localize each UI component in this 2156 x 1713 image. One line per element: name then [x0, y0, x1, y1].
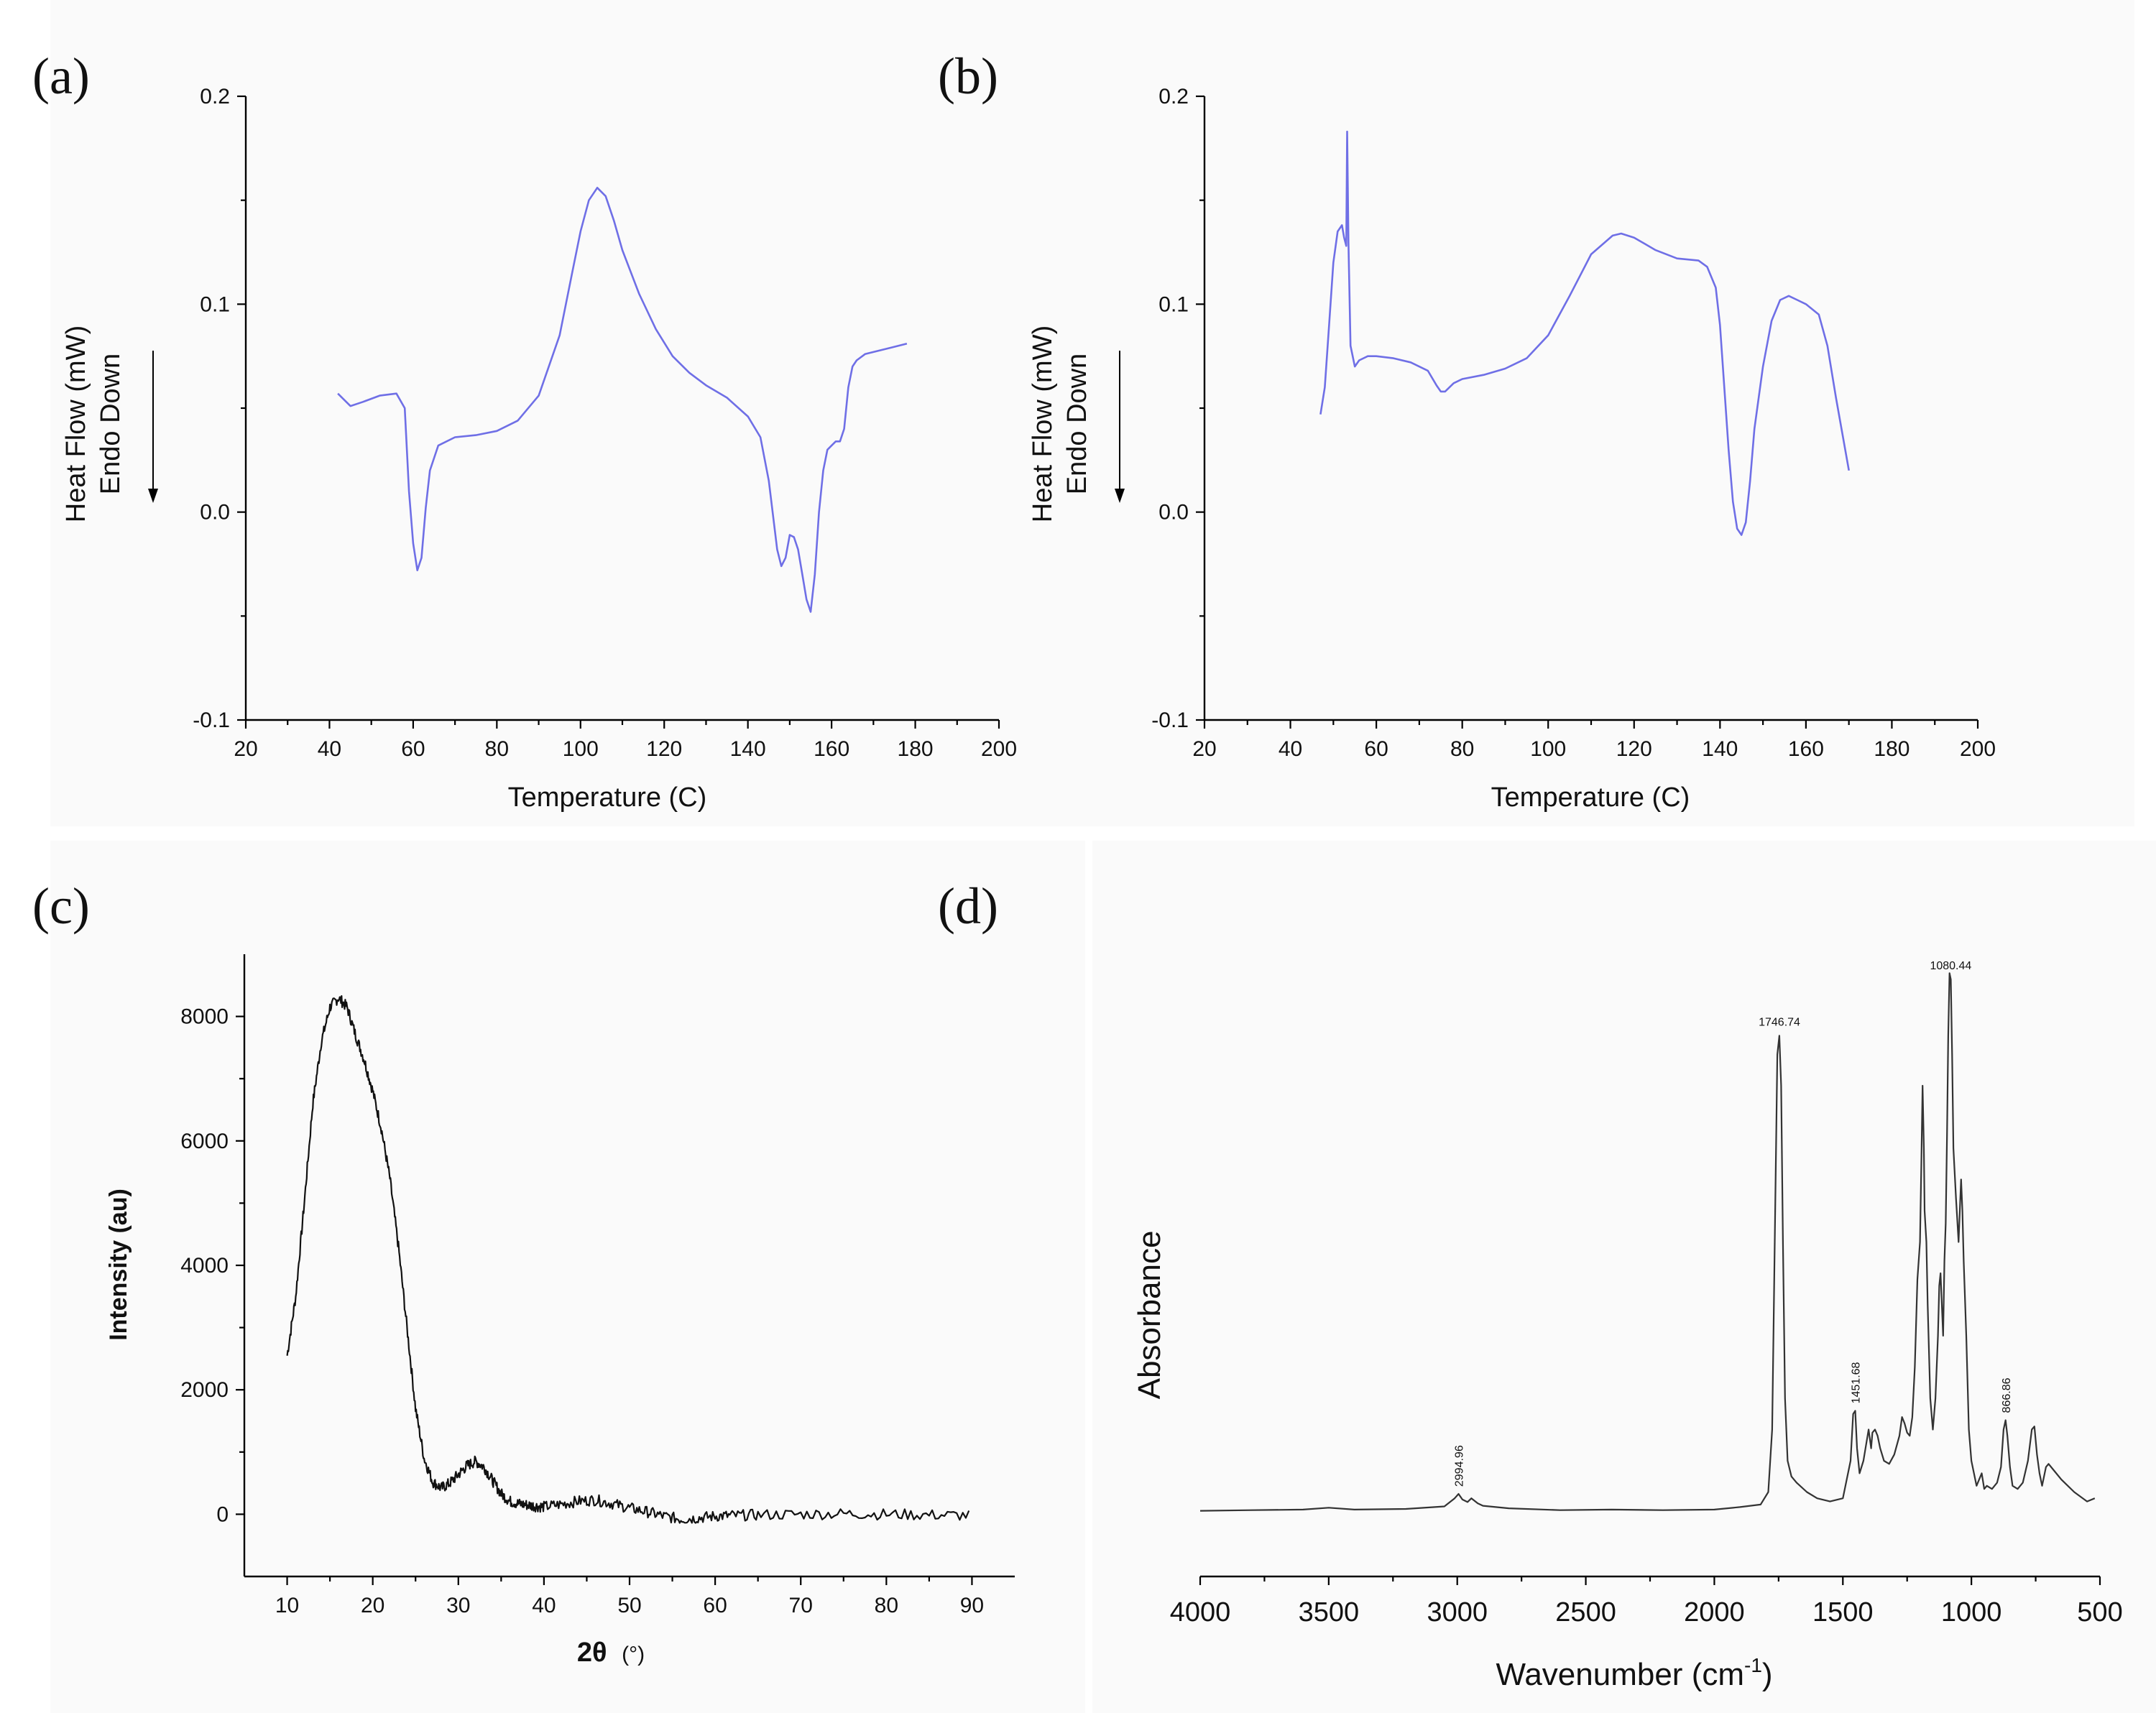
panel-b-x-tick-label-4: 100: [1530, 737, 1566, 761]
panel-b-y-axis-label-1: Heat Flow (mW): [1028, 325, 1058, 522]
panel-c-y-tick-label-2: 4000: [180, 1254, 229, 1278]
panel-c-y-axis-label: Intensity (au): [105, 1188, 132, 1341]
panel-b-background: [941, 0, 2134, 826]
panel-c-x-tick-label-8: 90: [960, 1594, 984, 1617]
panel-b-x-tick-label-6: 140: [1702, 737, 1738, 761]
panel-d-peak-label-3: 1080.44: [1930, 960, 1971, 972]
panel-d-series-line: [1199, 972, 2096, 1512]
panel-b-x-tick-label-7: 160: [1788, 737, 1824, 761]
panel-b-endo-arrow-head: [1115, 489, 1125, 503]
panel-d-x-tick-label-3: 2500: [1555, 1597, 1616, 1627]
panel-b-x-tick-label-2: 60: [1364, 737, 1388, 761]
panel-b-letter: (b): [938, 47, 998, 105]
panel-b-y-axis-label-2: Endo Down: [1062, 354, 1092, 494]
svg-text:2θ (°): 2θ (°): [577, 1638, 645, 1668]
panel-a-y-axis-label-1: Heat Flow (mW): [61, 325, 91, 522]
panel-b-chart: 20 40 60 80 100 120 140 160 180 200 -0.1 0.0 0.1 0.2…: [1028, 85, 1996, 813]
panel-b-y-tick-label-1: 0.0: [1158, 501, 1189, 525]
panel-a-x-tick-label-0: 20: [234, 737, 257, 761]
panel-a-x-tick-label-9: 200: [981, 737, 1017, 761]
panel-c-background: [50, 841, 1085, 1713]
panel-d-x-tick-label-5: 1500: [1812, 1597, 1874, 1627]
panel-a-x-tick-label-8: 180: [898, 737, 934, 761]
panel-c-x-tick-label-7: 80: [875, 1594, 898, 1617]
panel-b-x-axis-label: Temperature (C): [1491, 782, 1690, 813]
panel-c-x-axis-label: 2θ: [577, 1638, 607, 1668]
panel-a-x-tick-label-3: 80: [485, 737, 509, 761]
panel-d-x-axis-label: Wavenumber (cm: [1496, 1657, 1744, 1692]
panel-d-x-tick-label-4: 2000: [1684, 1597, 1745, 1627]
panel-c-letter: (c): [32, 877, 90, 935]
panel-a-series-line: [337, 187, 908, 613]
panel-a-background: [50, 0, 992, 826]
panel-a-y-axis-label-2: Endo Down: [96, 354, 126, 494]
panel-a-y-tick-label-3: 0.2: [200, 85, 230, 108]
panel-d-peak-label-2: 1451.68: [1851, 1362, 1863, 1403]
panel-d-x-axis-label-close: ): [1762, 1657, 1773, 1692]
panel-a-chart: 20 40 60 80 100 120 140 160 180 200 -0.1 0.0 0.1 0.2…: [61, 85, 1017, 813]
panel-d-letter: (d): [938, 877, 998, 935]
panel-c-x-tick-label-3: 40: [532, 1594, 556, 1617]
panel-d-x-tick-label-6: 1000: [1941, 1597, 2002, 1627]
panel-c-series-line: [286, 995, 970, 1524]
panel-c-x-tick-label-5: 60: [703, 1594, 727, 1617]
panel-b-y-tick-label-2: 0.1: [1158, 292, 1189, 316]
panel-b-series-line: [1319, 130, 1850, 536]
panel-a-x-tick-label-2: 60: [401, 737, 425, 761]
panel-c-x-tick-label-6: 70: [789, 1594, 813, 1617]
panel-b-y-tick-label-0: -0.1: [1151, 708, 1189, 732]
panel-a-x-tick-label-4: 100: [563, 737, 599, 761]
panel-b-x-tick-label-1: 40: [1279, 737, 1302, 761]
panel-d-x-tick-label-1: 3500: [1299, 1597, 1360, 1627]
panel-b-x-tick-label-3: 80: [1450, 737, 1474, 761]
panel-b-x-tick-label-0: 20: [1192, 737, 1216, 761]
panel-a-y-tick-label-0: -0.1: [193, 708, 230, 732]
panel-c-x-tick-label-1: 20: [361, 1594, 384, 1617]
panel-c-chart: 10 20 30 40 50 60 70 80 90 0 2000 4000 6000 8000 2θ …: [105, 954, 1015, 1668]
panel-b-x-tick-label-9: 200: [1960, 737, 1996, 761]
panel-d-background: [1092, 841, 2156, 1713]
panel-c-x-tick-label-4: 50: [617, 1594, 641, 1617]
panel-d-peak-label-4: 866.86: [2001, 1377, 2013, 1413]
panel-b-y-tick-label-3: 0.2: [1158, 85, 1189, 108]
panel-d-x-tick-label-0: 4000: [1170, 1597, 1231, 1627]
panel-a-y-tick-label-1: 0.0: [200, 501, 230, 525]
panel-b-x-tick-label-8: 180: [1874, 737, 1909, 761]
panel-a-x-axis-label: Temperature (C): [508, 782, 707, 813]
svg-text:Wavenumber (cm-1): Wavenumber (cm-1): [1496, 1654, 1772, 1692]
panel-c-y-tick-label-0: 0: [216, 1502, 229, 1526]
panel-c-x-tick-label-0: 10: [275, 1594, 299, 1617]
panel-a-endo-arrow-head: [148, 489, 158, 503]
panel-c-x-tick-label-2: 30: [446, 1594, 470, 1617]
panel-c-y-tick-label-4: 8000: [180, 1005, 229, 1029]
panel-c-y-tick-label-1: 2000: [180, 1378, 229, 1402]
panel-c-y-tick-label-3: 6000: [180, 1130, 229, 1153]
panel-a-y-tick-label-2: 0.1: [200, 292, 230, 316]
panel-a-x-tick-label-5: 120: [646, 737, 682, 761]
panel-d-x-tick-label-2: 3000: [1427, 1597, 1488, 1627]
panel-a-x-tick-label-6: 140: [730, 737, 766, 761]
panel-d-peak-label-0: 2994.96: [1454, 1445, 1466, 1487]
panel-a-x-tick-label-1: 40: [318, 737, 341, 761]
panel-c-x-axis-unit: (°): [622, 1643, 645, 1666]
panel-a-x-tick-label-7: 160: [814, 737, 849, 761]
panel-d-peak-label-1: 1746.74: [1759, 1016, 1800, 1028]
panel-d-chart: 4000 3500 3000 2500 2000 1500 1000 500 2994.96 1…: [1132, 960, 2123, 1692]
panel-d-x-tick-label-7: 500: [2077, 1597, 2122, 1627]
panel-a-letter: (a): [32, 47, 90, 105]
panel-d-y-axis-label: Absorbance: [1132, 1231, 1167, 1400]
panel-d-x-axis-label-sup: -1: [1744, 1654, 1762, 1676]
panel-b-x-tick-label-5: 120: [1616, 737, 1652, 761]
